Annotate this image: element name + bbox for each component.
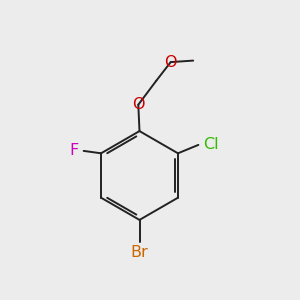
Text: O: O bbox=[132, 97, 145, 112]
Text: Cl: Cl bbox=[203, 137, 219, 152]
Text: O: O bbox=[164, 55, 177, 70]
Text: F: F bbox=[69, 143, 78, 158]
Text: Br: Br bbox=[130, 245, 148, 260]
